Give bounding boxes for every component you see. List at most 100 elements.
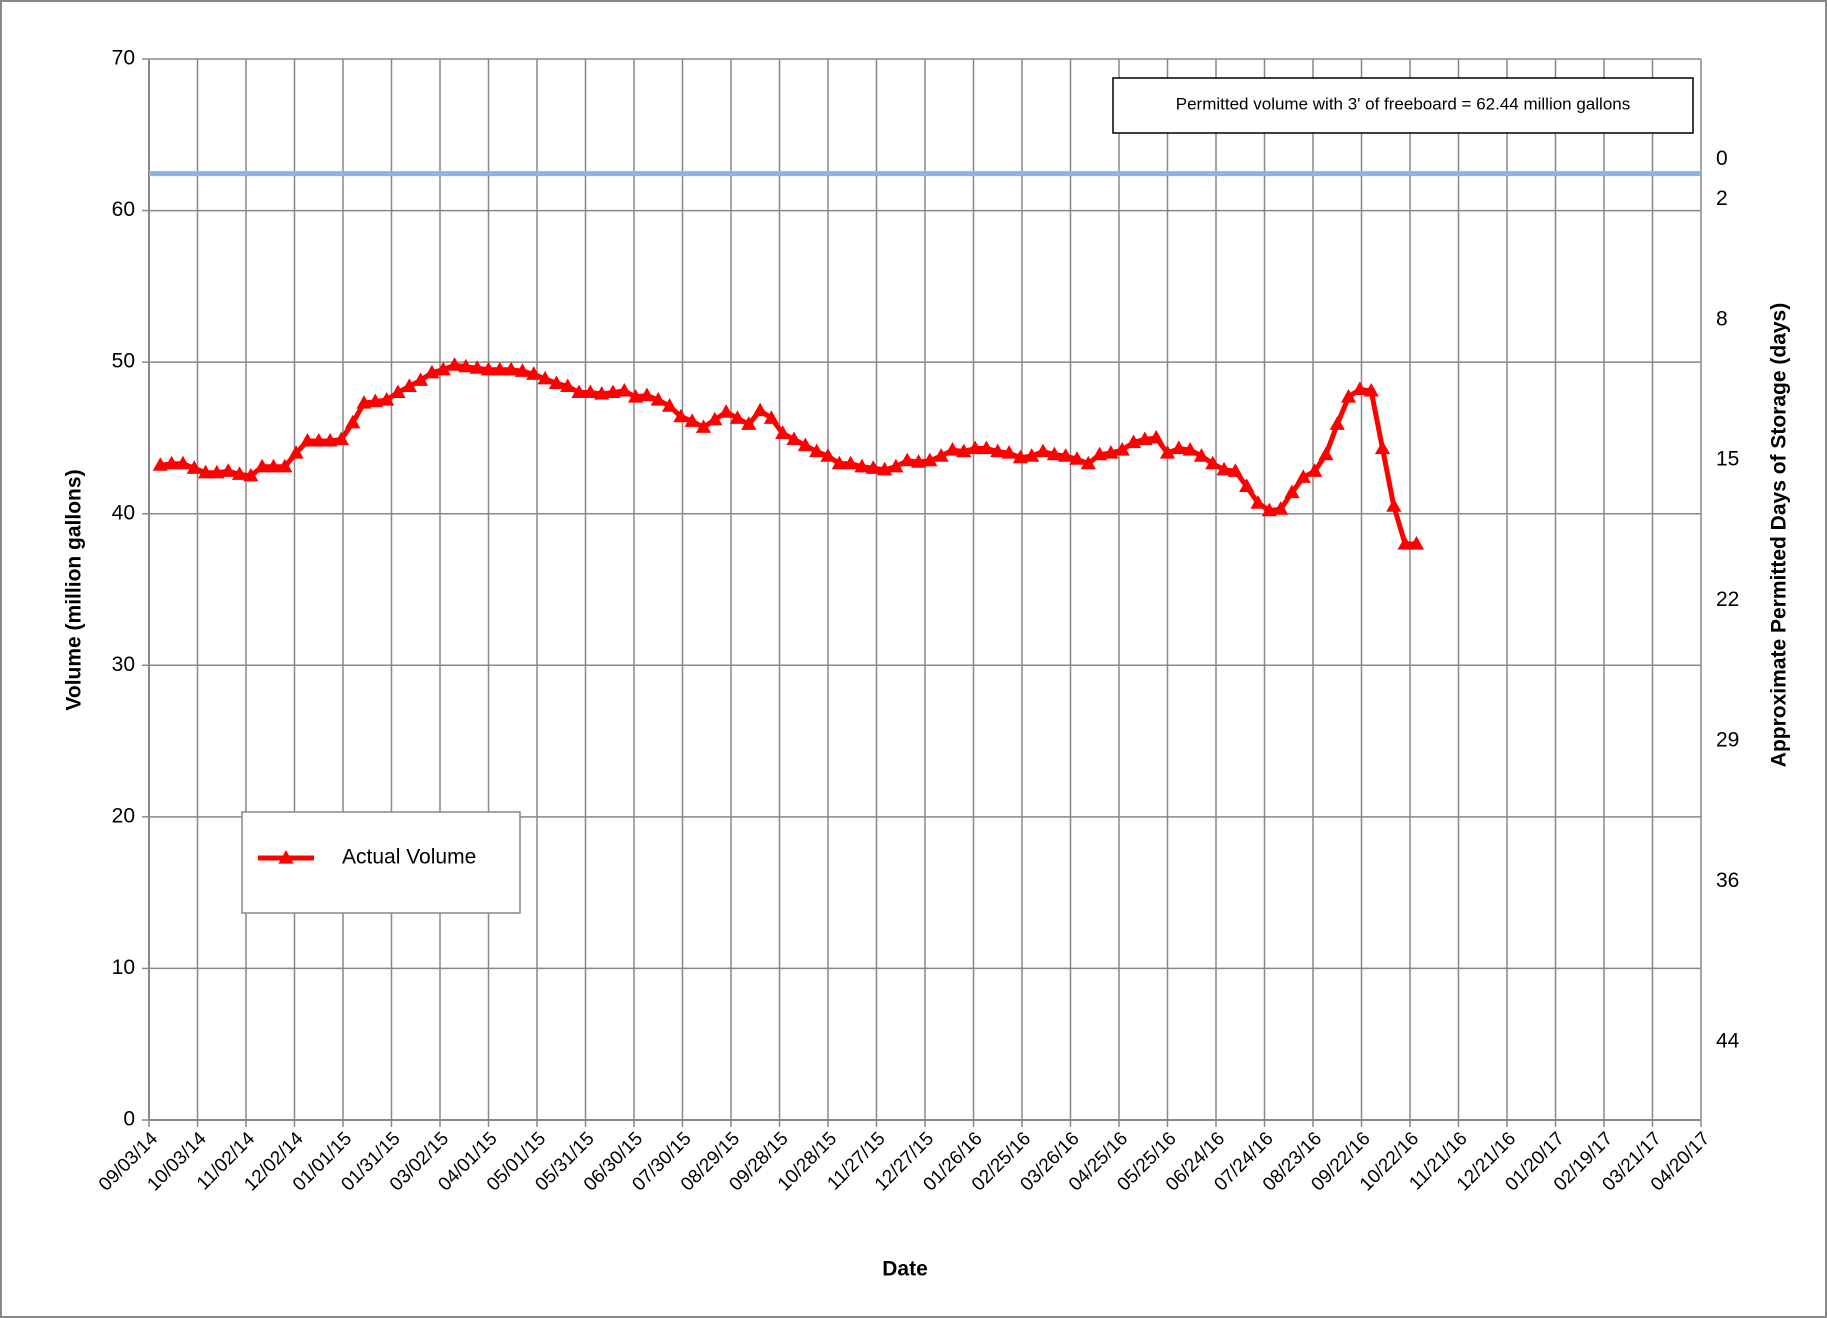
marker	[775, 425, 791, 439]
marker	[967, 440, 983, 455]
y-axis-title: Volume (million gallons)	[63, 469, 86, 710]
marker	[1193, 448, 1210, 462]
marker	[1397, 536, 1413, 550]
marker	[1227, 463, 1243, 477]
marker	[424, 364, 440, 379]
marker	[1182, 442, 1198, 456]
marker	[299, 432, 316, 447]
y2-tick-label: 2	[1716, 187, 1728, 210]
marker	[1295, 469, 1311, 483]
marker	[231, 466, 248, 480]
marker	[446, 357, 463, 371]
marker	[594, 385, 610, 400]
marker	[605, 384, 621, 399]
marker	[345, 414, 361, 429]
marker	[1307, 463, 1323, 477]
marker	[933, 448, 949, 462]
y-tick-label: 70	[112, 47, 135, 70]
marker	[990, 443, 1006, 458]
x-axis-title: Date	[882, 1258, 928, 1281]
marker	[922, 452, 938, 467]
y2-tick-label: 0	[1716, 147, 1728, 170]
marker	[1159, 445, 1176, 459]
marker	[1250, 495, 1266, 509]
y2-tick-label: 44	[1716, 1029, 1740, 1052]
marker	[1352, 381, 1368, 396]
marker	[1408, 536, 1425, 550]
marker	[956, 443, 972, 458]
y-tick-label: 20	[112, 804, 135, 827]
marker	[401, 378, 417, 392]
marker	[571, 384, 587, 399]
marker	[560, 378, 576, 392]
marker	[390, 384, 406, 399]
marker	[752, 402, 768, 417]
marker	[469, 360, 485, 374]
marker	[628, 389, 644, 403]
marker	[1046, 446, 1062, 461]
legend-marker	[278, 850, 294, 864]
marker	[1363, 382, 1379, 397]
marker	[695, 419, 712, 433]
marker	[379, 392, 395, 406]
legend: Actual Volume	[241, 811, 521, 914]
marks	[149, 171, 1701, 550]
marker	[333, 431, 349, 446]
marker	[763, 410, 780, 424]
marker	[1012, 449, 1028, 464]
marker	[243, 467, 259, 482]
marker	[809, 443, 825, 458]
marker	[1261, 502, 1277, 517]
marker	[1137, 431, 1153, 446]
marker	[1340, 389, 1357, 403]
marker	[1273, 501, 1289, 515]
marker	[458, 358, 474, 373]
marker	[1103, 445, 1119, 459]
marker	[616, 382, 632, 397]
marker	[537, 370, 553, 385]
marker	[854, 458, 870, 473]
y2-tick-label: 22	[1716, 588, 1739, 611]
marker	[843, 455, 859, 470]
marker	[514, 363, 531, 377]
annotation: Permitted volume with 3' of freeboard = …	[1176, 94, 1630, 113]
marker	[639, 387, 655, 402]
marker	[729, 410, 746, 424]
legend-box	[241, 811, 521, 914]
marker	[1216, 461, 1232, 476]
marker	[899, 452, 915, 467]
marker	[220, 463, 236, 477]
legend-label: Actual Volume	[342, 846, 476, 869]
marker	[741, 416, 757, 430]
marker	[661, 398, 678, 412]
marker	[650, 392, 666, 406]
marker	[1386, 498, 1402, 512]
marker	[944, 442, 961, 456]
marker	[978, 440, 995, 455]
marker	[1171, 440, 1187, 455]
marker	[797, 437, 813, 452]
marker	[1318, 446, 1334, 461]
marker	[254, 458, 270, 473]
marker	[673, 408, 689, 423]
y2-tick-label: 8	[1716, 307, 1728, 330]
marker	[1092, 446, 1108, 461]
marker	[356, 395, 372, 409]
y-tick-label: 30	[112, 653, 135, 676]
marker	[707, 411, 723, 426]
y-tick-label: 10	[112, 956, 135, 979]
marker	[1148, 429, 1164, 444]
marker	[786, 431, 802, 446]
y2-axis-title: Approximate Permitted Days of Storage (d…	[1768, 303, 1791, 767]
annotation-box	[1112, 77, 1694, 134]
y-tick-label: 60	[112, 198, 135, 221]
y-tick-label: 0	[123, 1108, 135, 1131]
marker	[152, 457, 168, 471]
marker	[865, 460, 881, 474]
y-tick-label: 50	[112, 350, 135, 373]
marker	[164, 455, 180, 470]
marker	[367, 393, 383, 408]
marker	[1035, 443, 1051, 458]
